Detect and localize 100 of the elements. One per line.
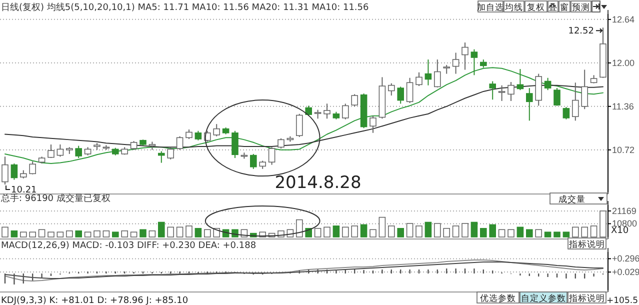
y-tick-label: +0.296 [612, 254, 639, 264]
candlestick [324, 103, 330, 120]
bar [434, 223, 441, 238]
candlestick [158, 150, 165, 164]
bar [130, 232, 138, 238]
text: 均线 [504, 2, 523, 13]
text: 加自选 [477, 2, 504, 13]
text: 叠 [548, 2, 558, 13]
chart-title: 总手: 96190 成交量已复权 [0, 193, 110, 204]
text: 窗 [560, 2, 569, 13]
candlestick [29, 160, 36, 175]
annotation: 2014.8.28 [274, 173, 362, 193]
candlestick [56, 144, 64, 158]
bar [508, 229, 514, 238]
text: 复权 [527, 2, 545, 13]
bar [480, 228, 487, 238]
bar [84, 232, 92, 238]
candlestick [268, 146, 276, 166]
bar [194, 228, 202, 238]
text: 自定义参数 [521, 293, 566, 304]
bar [388, 226, 395, 238]
bar [516, 226, 524, 238]
bar [102, 230, 110, 238]
bar [38, 229, 46, 238]
candlestick [48, 144, 54, 159]
candlestick [535, 73, 542, 106]
candlestick [508, 81, 514, 102]
bar [29, 232, 36, 238]
bar [360, 224, 368, 238]
bar [75, 230, 82, 238]
candlestick [370, 115, 376, 134]
candlestick [452, 52, 460, 74]
candlestick [489, 80, 496, 100]
y-tick-label: 11.36 [612, 101, 634, 112]
candlestick [554, 88, 560, 106]
bar [424, 222, 432, 238]
bar [332, 226, 340, 238]
bar [351, 226, 358, 238]
candlestick [498, 84, 506, 102]
y-tick-label: 12.64 [612, 14, 635, 24]
bar [20, 232, 27, 238]
bar [158, 222, 165, 238]
text: KDJ(9,3,3) K: +81.01 D: +78.96 J: +85.10 [1, 296, 188, 305]
bar [406, 223, 414, 238]
bar [296, 219, 303, 238]
bar [416, 226, 422, 238]
bar [462, 223, 468, 238]
chart-title: 日线(复权) 均线5(5,10,20,10,1) MA5: 11.71 MA10: 11.56 MA20: 11.31 MA10: 11.56 [1, 2, 370, 13]
bar [324, 226, 330, 238]
candlestick [232, 130, 238, 159]
candlestick [213, 124, 220, 137]
candlestick [194, 130, 202, 141]
candlestick [416, 72, 422, 87]
candlestick [186, 128, 192, 140]
candlestick [278, 138, 284, 150]
bar [526, 229, 533, 238]
y-tick-label: 21169 [612, 206, 636, 216]
chart-title: MACD(12,26,9) MACD: -0.103 DIFF: +0.230 DEA: +0.188 [1, 241, 256, 251]
bar [452, 226, 460, 238]
candlestick [75, 145, 82, 159]
candlestick [176, 136, 184, 150]
text: 优选参数 [480, 293, 516, 304]
bar [378, 216, 386, 238]
candlestick [462, 42, 468, 70]
bar [56, 232, 64, 238]
bar [535, 229, 542, 238]
text: +105.5 [606, 296, 638, 305]
bar [48, 232, 54, 238]
y-tick-label: +0.029 [612, 266, 639, 277]
bar [314, 228, 322, 238]
bar [176, 226, 184, 238]
text: 预测 [572, 2, 590, 13]
candlestick [434, 59, 441, 88]
candlestick [544, 77, 552, 91]
bar [112, 232, 119, 238]
bar [489, 224, 496, 238]
candlestick [424, 59, 432, 86]
bar [554, 232, 560, 238]
candlestick [581, 69, 588, 110]
text: X10 [611, 226, 629, 236]
bar [204, 229, 211, 238]
bar [10, 230, 18, 238]
bar [121, 230, 128, 238]
candlestick [351, 94, 358, 107]
candlestick [572, 82, 579, 122]
candlestick [2, 156, 8, 186]
candlestick [388, 82, 395, 96]
annotation: 12.52 [568, 26, 594, 37]
text: 指标说明 [568, 293, 605, 304]
candlestick [10, 162, 18, 180]
candlestick [562, 106, 570, 120]
candlestick [167, 146, 174, 160]
bar [66, 230, 73, 238]
y-tick-label: 10.72 [612, 144, 635, 155]
bar [562, 232, 570, 238]
y-tick-label: 12.00 [612, 58, 635, 68]
candlestick [296, 113, 303, 138]
candlestick [342, 103, 349, 120]
bar [342, 226, 349, 238]
candlestick [250, 153, 257, 170]
